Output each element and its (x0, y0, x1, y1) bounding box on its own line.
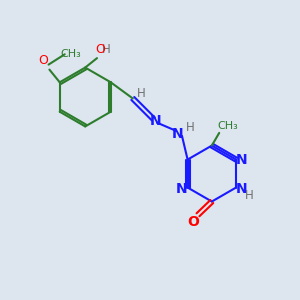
Text: N: N (172, 127, 183, 141)
Text: CH₃: CH₃ (218, 121, 238, 131)
Text: H: H (186, 121, 194, 134)
Text: N: N (150, 114, 161, 128)
Text: N: N (236, 182, 247, 196)
Text: N: N (175, 182, 187, 196)
Text: N: N (236, 153, 247, 166)
Text: O: O (39, 54, 49, 67)
Text: H: H (137, 87, 146, 100)
Text: O: O (95, 44, 105, 56)
Text: CH₃: CH₃ (61, 49, 81, 59)
Text: H: H (244, 189, 253, 202)
Text: O: O (187, 215, 199, 229)
Text: H: H (102, 44, 111, 56)
